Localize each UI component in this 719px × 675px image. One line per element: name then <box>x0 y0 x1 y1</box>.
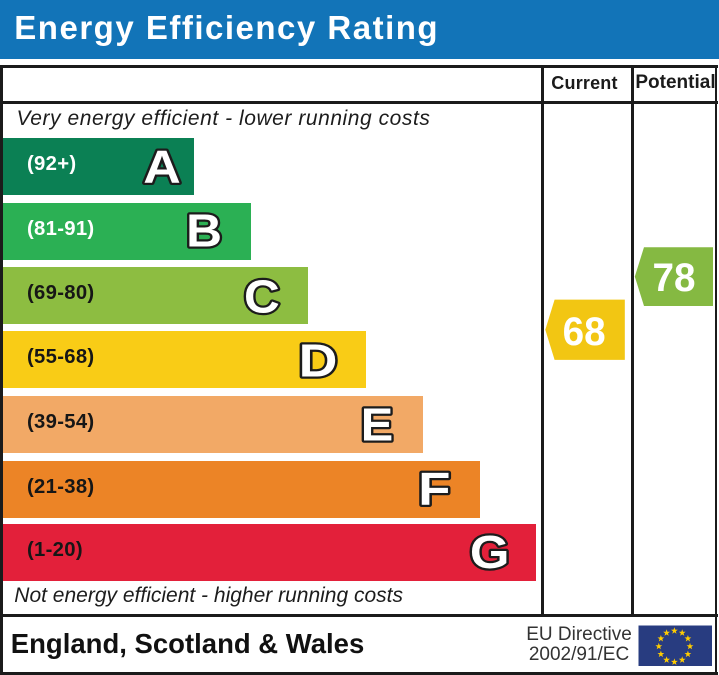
svg-text:E: E <box>361 398 394 450</box>
svg-text:G: G <box>470 526 510 578</box>
svg-text:B: B <box>186 204 222 256</box>
svg-text:78: 78 <box>653 256 696 300</box>
svg-text:68: 68 <box>563 310 606 354</box>
svg-text:F: F <box>418 463 450 515</box>
svg-text:C: C <box>244 270 280 322</box>
svg-text:A: A <box>143 140 181 192</box>
svg-text:D: D <box>299 334 338 386</box>
